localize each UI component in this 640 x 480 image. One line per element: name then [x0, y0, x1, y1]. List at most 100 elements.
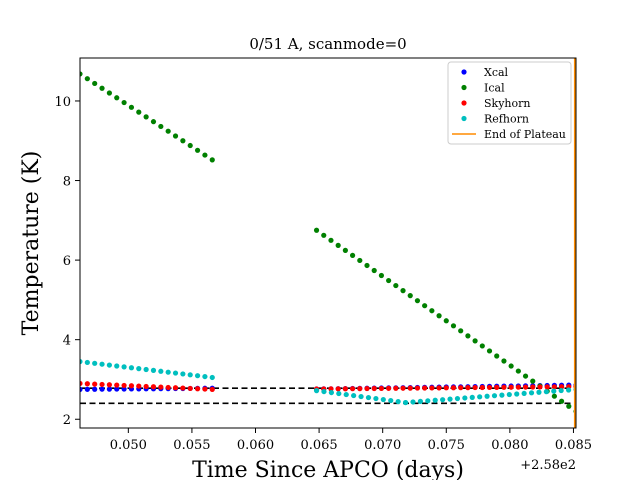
data-point-refhorn: [440, 397, 446, 403]
data-point-skyhorn: [436, 385, 442, 391]
data-point-refhorn: [469, 394, 475, 401]
data-point-ical: [414, 298, 421, 304]
data-point-refhorn: [358, 393, 364, 400]
x-tick-label: 0.075: [428, 438, 465, 453]
data-point-skyhorn: [508, 384, 514, 390]
data-point-ical: [378, 272, 385, 279]
data-point-ical: [530, 378, 536, 384]
data-point-refhorn: [80, 358, 83, 365]
legend-marker-xcal: [461, 69, 467, 75]
data-point-skyhorn: [393, 385, 399, 391]
data-point-skyhorn: [99, 381, 105, 388]
data-point-refhorn: [313, 388, 320, 394]
data-point-ical: [187, 142, 193, 149]
data-point-refhorn: [425, 398, 431, 404]
data-point-skyhorn: [479, 384, 485, 391]
data-point-ical: [150, 119, 157, 125]
data-point-skyhorn: [537, 384, 543, 390]
data-point-refhorn: [543, 389, 549, 395]
data-point-ical: [407, 293, 413, 299]
data-point-skyhorn: [136, 383, 142, 389]
data-point-skyhorn: [357, 386, 363, 392]
data-point-skyhorn: [150, 384, 157, 390]
data-point-ical: [128, 104, 135, 110]
data-point-ical: [121, 99, 127, 106]
data-point-skyhorn: [80, 380, 83, 387]
legend-label-skyhorn: Skyhorn: [484, 97, 530, 110]
data-point-ical: [202, 152, 208, 158]
x-axis-label: Time Since APCO (days): [192, 458, 464, 480]
data-point-refhorn: [499, 392, 505, 398]
data-point-refhorn: [328, 389, 334, 396]
data-point-refhorn: [477, 394, 483, 400]
plot-area: [80, 58, 576, 428]
data-point-skyhorn: [501, 384, 507, 390]
data-point-skyhorn: [121, 382, 127, 389]
data-point-skyhorn: [450, 385, 457, 391]
y-tick-label: 2: [63, 413, 71, 428]
data-point-xcal: [84, 386, 90, 392]
y-axis-label: Temperature (K): [19, 151, 44, 336]
data-point-ical: [422, 303, 428, 309]
data-point-refhorn: [114, 363, 120, 369]
data-point-xcal: [121, 386, 127, 392]
data-point-refhorn: [321, 388, 327, 395]
data-point-ical: [209, 157, 215, 163]
data-point-refhorn: [536, 389, 542, 395]
data-point-ical: [313, 227, 320, 233]
data-point-ical: [436, 313, 442, 319]
data-point-ical: [551, 393, 557, 399]
data-point-skyhorn: [494, 384, 500, 390]
y-tick-label: 6: [63, 254, 71, 269]
data-point-xcal: [80, 386, 83, 393]
data-point-skyhorn: [371, 385, 377, 392]
data-point-skyhorn: [386, 385, 392, 391]
legend-label-xcal: Xcal: [484, 66, 509, 79]
data-point-ical: [508, 363, 514, 369]
data-point-refhorn: [180, 371, 186, 377]
data-point-ical: [165, 128, 171, 134]
data-point-skyhorn: [515, 384, 521, 390]
data-point-refhorn: [551, 388, 557, 394]
data-point-ical: [349, 252, 356, 259]
data-point-skyhorn: [172, 385, 179, 391]
data-point-skyhorn: [165, 384, 171, 391]
data-point-xcal: [99, 386, 105, 392]
data-point-ical: [172, 133, 179, 139]
data-point-skyhorn: [209, 386, 215, 393]
data-point-ical: [566, 403, 572, 409]
data-point-skyhorn: [400, 385, 406, 391]
data-point-ical: [465, 333, 471, 339]
data-point-ical: [364, 262, 370, 269]
data-point-refhorn: [92, 360, 98, 366]
x-tick-label: 0.060: [237, 438, 274, 453]
data-point-xcal: [92, 386, 98, 392]
data-point-skyhorn: [422, 385, 428, 391]
data-point-refhorn: [514, 391, 520, 397]
data-point-skyhorn: [342, 386, 348, 392]
data-point-ical: [114, 95, 120, 101]
data-point-refhorn: [432, 397, 438, 403]
data-point-skyhorn: [106, 382, 112, 388]
data-point-xcal: [114, 386, 120, 392]
data-point-ical: [429, 308, 435, 314]
data-point-refhorn: [150, 367, 157, 374]
data-point-refhorn: [84, 359, 90, 366]
legend-marker-ical: [461, 84, 467, 91]
data-point-skyhorn: [202, 386, 208, 392]
data-point-skyhorn: [187, 385, 193, 392]
data-point-ical: [180, 138, 186, 144]
legend-label-end-of-plateau: End of Plateau: [484, 128, 566, 141]
data-point-skyhorn: [522, 384, 529, 390]
data-point-ical: [400, 288, 406, 294]
data-point-skyhorn: [544, 384, 550, 390]
data-point-ical: [158, 123, 164, 130]
x-tick-label: 0.065: [300, 438, 337, 453]
plot-frame: [79, 57, 577, 429]
data-point-skyhorn: [443, 385, 449, 391]
data-point-ical: [80, 71, 83, 77]
data-point-refhorn: [143, 366, 149, 373]
data-point-refhorn: [172, 370, 179, 376]
data-point-skyhorn: [458, 385, 464, 391]
